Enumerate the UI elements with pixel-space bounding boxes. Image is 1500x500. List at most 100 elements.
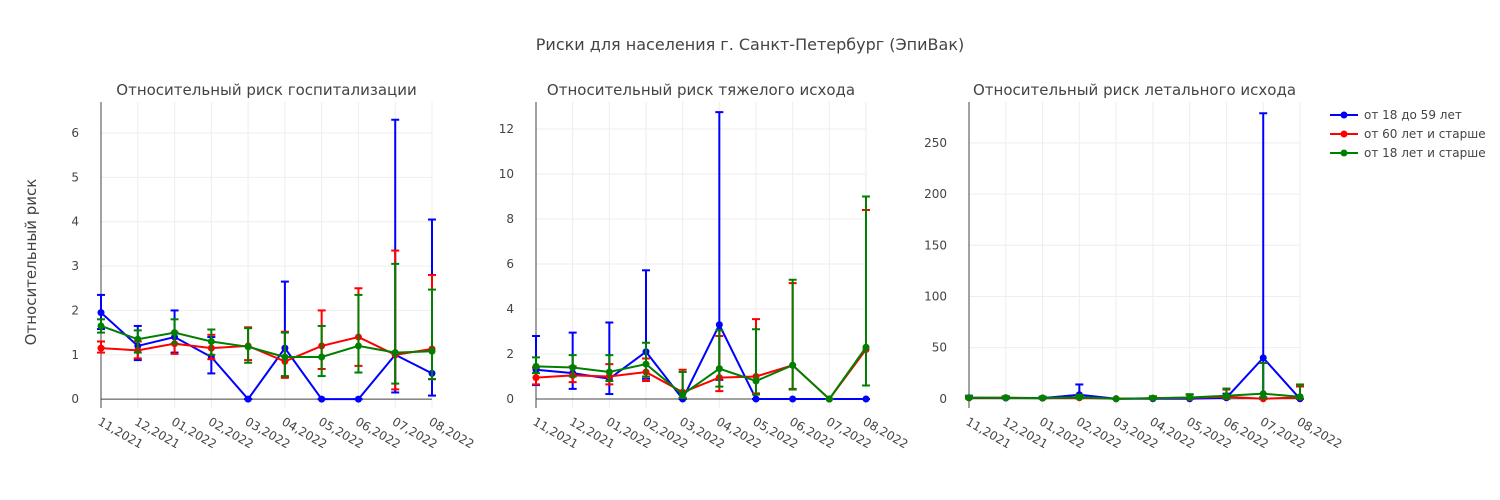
y-tick-label: 100 — [924, 289, 947, 303]
y-tick-label: 0 — [71, 392, 79, 406]
data-point[interactable] — [715, 321, 723, 329]
y-tick-label: 6 — [506, 257, 514, 271]
legend-item[interactable]: от 60 лет и старше — [1330, 127, 1486, 141]
data-point[interactable] — [1259, 390, 1267, 398]
error-bar — [862, 195, 870, 387]
subplot-3: Относительный риск летального исхода 0 50 1… — [924, 81, 1344, 451]
y-tick-label: 2 — [506, 347, 514, 361]
series-line — [100, 335, 433, 363]
data-point[interactable] — [1222, 392, 1230, 400]
data-point[interactable] — [354, 395, 362, 403]
data-point[interactable] — [1039, 394, 1047, 402]
data-point[interactable] — [605, 368, 613, 376]
data-point[interactable] — [965, 394, 973, 402]
data-point[interactable] — [1186, 394, 1194, 402]
data-point[interactable] — [1149, 394, 1157, 402]
data-point[interactable] — [281, 353, 289, 361]
y-tick-label: 2 — [71, 303, 79, 317]
data-point[interactable] — [318, 395, 326, 403]
subplot-title: Относительный риск госпитализации — [116, 81, 416, 99]
y-tick-label: 1 — [71, 348, 79, 362]
y-axis-label: Относительный риск — [22, 179, 40, 346]
data-point[interactable] — [1296, 393, 1304, 401]
data-point[interactable] — [569, 364, 577, 371]
data-point[interactable] — [244, 343, 252, 351]
data-point[interactable] — [318, 353, 326, 361]
legend-item[interactable]: от 18 до 59 лет — [1330, 108, 1462, 122]
y-tick-label: 0 — [939, 392, 947, 406]
series-line — [968, 356, 1301, 400]
error-bar — [317, 324, 326, 378]
data-point[interactable] — [679, 391, 687, 398]
y-tick-label: 0 — [506, 392, 514, 406]
error-bar — [788, 278, 797, 391]
legend-label: от 60 лет и старше — [1364, 127, 1486, 141]
subplot-2: Относительный риск тяжелого исхода 0 2 4 6 8 1… — [499, 81, 911, 451]
data-point[interactable] — [825, 395, 833, 403]
data-point[interactable] — [391, 349, 399, 357]
figure-title: Риски для населения г. Санкт-Петербург (… — [536, 35, 964, 54]
legend[interactable]: от 18 до 59 лет от 60 лет и старше от 18 л… — [1330, 108, 1486, 160]
data-point[interactable] — [134, 335, 142, 343]
y-tick-label: 200 — [924, 187, 947, 201]
y-tick-label: 3 — [71, 259, 79, 273]
data-point[interactable] — [97, 309, 105, 317]
data-point[interactable] — [715, 365, 723, 373]
data-point[interactable] — [354, 342, 362, 350]
legend-marker — [1340, 111, 1348, 119]
legend-marker — [1340, 149, 1348, 157]
error-bar — [428, 288, 436, 381]
data-point[interactable] — [1075, 393, 1083, 401]
y-tick-label: 6 — [71, 126, 79, 140]
series-2 — [97, 249, 436, 391]
y-tick-label: 4 — [506, 302, 514, 316]
error-bar — [752, 328, 760, 396]
y-tick-label: 5 — [71, 170, 79, 184]
data-point[interactable] — [1002, 394, 1010, 402]
subplots: Относительный риск госпитализации0123456… — [71, 81, 1344, 451]
data-point[interactable] — [97, 322, 105, 330]
error-bar — [715, 329, 724, 388]
series-3 — [532, 195, 870, 403]
series-line — [100, 311, 433, 401]
data-point[interactable] — [1259, 354, 1267, 362]
series-line — [535, 346, 867, 401]
data-point[interactable] — [244, 395, 252, 403]
subplot-title: Относительный риск летального исхода — [973, 81, 1296, 99]
y-tick-label: 250 — [924, 136, 947, 150]
series-3 — [97, 262, 436, 385]
error-bar — [354, 293, 363, 374]
y-tick-label: 4 — [71, 215, 79, 229]
series-line — [969, 392, 1301, 400]
data-point[interactable] — [532, 362, 540, 370]
error-bar — [391, 262, 400, 385]
data-point[interactable] — [642, 360, 650, 368]
data-point[interactable] — [207, 337, 215, 345]
y-tick-label: 12 — [499, 122, 514, 136]
data-point[interactable] — [1112, 395, 1120, 403]
subplot-title: Относительный риск тяжелого исхода — [547, 81, 855, 99]
data-point[interactable] — [171, 329, 179, 337]
series-1 — [965, 112, 1304, 403]
data-point[interactable] — [428, 347, 436, 355]
y-tick-label: 50 — [932, 341, 947, 355]
data-point[interactable] — [789, 361, 797, 369]
error-bar — [642, 341, 650, 378]
series-1 — [532, 111, 870, 403]
error-bar — [605, 354, 614, 382]
data-point[interactable] — [752, 377, 760, 385]
legend-item[interactable]: от 18 лет и старше — [1330, 146, 1486, 160]
data-point[interactable] — [862, 343, 870, 351]
subplot-1: Относительный риск госпитализации 0 1 2 3 4 5 6… — [71, 81, 476, 451]
data-point[interactable] — [752, 395, 760, 403]
data-point[interactable] — [862, 395, 870, 403]
data-point[interactable] — [97, 344, 105, 352]
y-tick-label: 8 — [506, 212, 514, 226]
y-tick-label: 150 — [924, 238, 947, 252]
series-line — [100, 325, 433, 358]
legend-label: от 18 до 59 лет — [1364, 108, 1462, 122]
data-point[interactable] — [532, 374, 540, 382]
series-1 — [97, 118, 436, 403]
data-point[interactable] — [789, 395, 797, 403]
